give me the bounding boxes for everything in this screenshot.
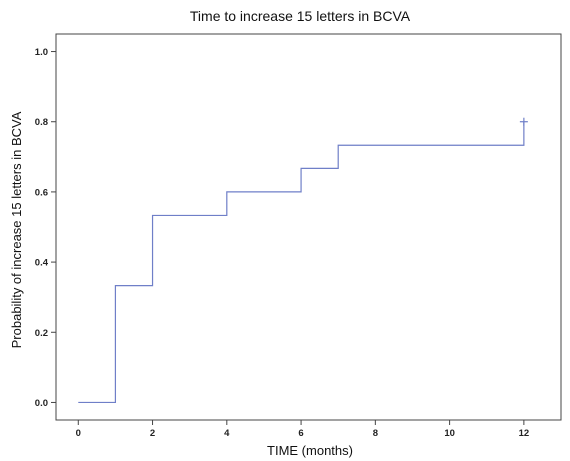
x-tick-label: 6 [298, 428, 303, 439]
chart-title: Time to increase 15 letters in BCVA [190, 8, 411, 24]
series-layer [78, 117, 528, 404]
x-tick-label: 0 [76, 428, 81, 439]
x-tick-label: 8 [373, 428, 378, 439]
y-tick-label: 0.2 [35, 328, 48, 339]
y-tick-label: 0.4 [35, 258, 49, 269]
survival-step-line [78, 121, 525, 404]
x-tick-label: 12 [519, 428, 530, 439]
x-tick-label: 4 [224, 428, 230, 439]
y-tick-label: 0.6 [35, 187, 48, 198]
y-axis-label: Probability of increase 15 letters in BC… [9, 111, 24, 348]
plot-area [55, 33, 562, 421]
x-tick-label: 10 [444, 428, 455, 439]
x-tick-label: 2 [150, 428, 155, 439]
y-tick-label: 0.8 [35, 117, 48, 128]
x-axis: 0 2 4 6 8 10 12 [76, 420, 530, 439]
y-tick-label: 0.0 [35, 398, 48, 409]
y-axis: 0.0 0.2 0.4 0.6 0.8 1.0 [35, 47, 56, 409]
y-tick-label: 1.0 [35, 47, 48, 58]
x-axis-label: TIME (months) [267, 443, 353, 458]
